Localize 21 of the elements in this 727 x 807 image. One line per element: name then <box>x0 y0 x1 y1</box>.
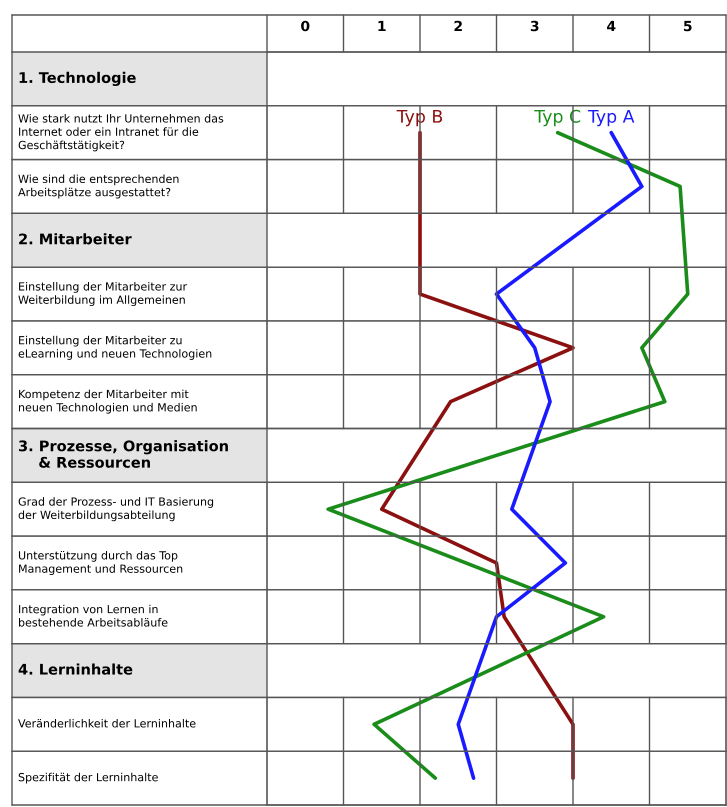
y-tick-label: Wie sind die entsprechenden Arbeitsplätze ausgestattet? <box>18 174 178 198</box>
y-tick-label: 3. Prozesse, Organisation & Ressourcen <box>18 440 228 468</box>
y-tick-label: Einstellung der Mitarbeiter zur Weiterbildung im Allgemeinen <box>18 282 188 306</box>
x-tick-label: 3 <box>530 20 538 32</box>
y-tick-label: Wie stark nutzt Ihr Unternehmen das Internet oder ein Intranet für die Geschäftstätigkeit? <box>18 114 224 152</box>
y-tick-label: Kompetenz der Mitarbeiter mit neuen Technologien und Medien <box>19 390 197 414</box>
x-tick-label: 4 <box>607 20 616 32</box>
x-tick-label: 5 <box>684 20 692 32</box>
y-tick-label: Integration von Lernen in bestehende Arbeitsabläufe <box>19 604 168 627</box>
y-tick-label: 2. Mitarbeiter <box>19 233 132 244</box>
y-tick-label: Grad der Prozess- und IT Basierung der Weiterbildungsabteilung <box>18 497 214 522</box>
x-tick-label: 2 <box>454 20 462 32</box>
series-label: Typ A <box>588 110 634 126</box>
y-tick-label: Unterstützung durch das Top Management und Ressourcen <box>18 550 182 575</box>
y-tick-label: 4. Lerninhalte <box>18 663 132 675</box>
y-tick-label: Veränderlichkeit der Lerninhalte <box>18 718 196 728</box>
x-tick-label: 1 <box>378 20 386 32</box>
y-tick-label: Spezifität der Lerninhalte <box>18 772 158 784</box>
y-tick-label: 1. Technologie <box>20 72 136 86</box>
y-tick-label: Einstellung der Mitarbeiter zu eLearning und neuen Technologien <box>18 336 212 360</box>
x-tick-label: 0 <box>301 20 310 32</box>
